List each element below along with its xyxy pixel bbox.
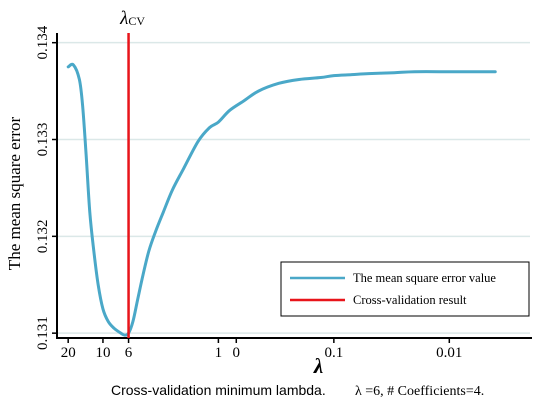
legend: The mean square error value Cross-valida… [280, 261, 530, 317]
series-lines [66, 33, 497, 338]
y-tick-label-0: 0.131 [35, 316, 51, 350]
x-tick-label-0: 20 [61, 345, 76, 361]
x-axis-label: λ [313, 354, 323, 378]
caption-left: Cross-validation minimum lambda. [111, 382, 326, 398]
y-tick-label-3: 0.134 [35, 25, 51, 59]
x-tick-labels: 20 10 6 1 0 0.1 0.01 [61, 338, 462, 361]
x-tick-label-5: 0.1 [324, 345, 343, 361]
legend-entry-mse: The mean square error value [353, 271, 496, 285]
y-tick-labels: 0.131 0.132 0.133 0.134 [35, 25, 57, 350]
legend-entry-cv: Cross-validation result [353, 293, 467, 307]
axes [56, 33, 532, 339]
y-axis-label: The mean square error [5, 116, 24, 270]
marker-label-main: λ [119, 8, 128, 29]
x-tick-label-6: 0.01 [436, 345, 462, 361]
lambda-cv-marker-label: λCV [119, 8, 145, 29]
grid-lines [57, 41, 530, 334]
caption-right: λ =6, # Coefficients=4. [355, 384, 484, 399]
y-tick-label-1: 0.132 [35, 219, 51, 253]
x-tick-label-3: 1 [215, 345, 223, 361]
marker-label-sub: CV [128, 14, 145, 28]
legend-box [280, 261, 530, 317]
series-line-mse [66, 62, 497, 337]
x-tick-label-2: 6 [125, 345, 133, 361]
y-tick-label-2: 0.133 [35, 123, 51, 157]
x-tick-label-4: 0 [233, 345, 241, 361]
x-tick-label-1: 10 [95, 345, 110, 361]
